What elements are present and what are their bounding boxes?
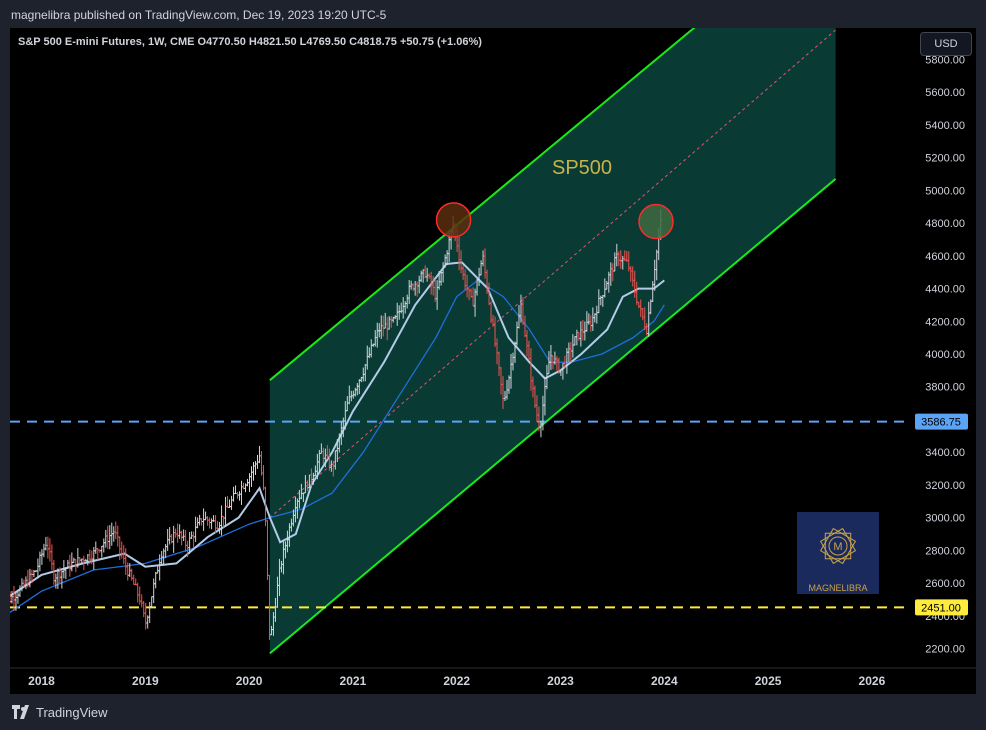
price-label-1: 2451.00 (921, 602, 961, 614)
channel-upper-line (269, 28, 696, 381)
price-label-0: 3586.75 (921, 417, 961, 429)
y-tick-label: 2200.00 (925, 644, 965, 656)
logo-background (797, 512, 879, 594)
y-tick-label: 2800.00 (925, 545, 965, 557)
candles (10, 209, 663, 640)
price-label-bg-1 (915, 599, 968, 616)
y-tick-label: 4600.00 (925, 251, 965, 263)
y-tick-label: 3000.00 (925, 513, 965, 525)
x-tick-label: 2023 (547, 674, 574, 688)
currency-button[interactable]: USD (920, 32, 972, 56)
chart-title: SP500 (552, 157, 612, 179)
x-tick-label: 2022 (443, 674, 470, 688)
moving-average-fast (10, 261, 665, 598)
y-tick-label: 4800.00 (925, 218, 965, 230)
symbol-info: S&P 500 E-mini Futures, 1W, CME O4770.50… (18, 36, 482, 48)
y-tick-label: 2600.00 (925, 578, 965, 590)
channel-midline (269, 29, 836, 518)
y-tick-label: 5600.00 (925, 87, 965, 99)
price-label-bg-0 (915, 413, 968, 430)
y-tick-label: 4400.00 (925, 284, 965, 296)
channel-fill (269, 28, 836, 654)
x-tick-label: 2020 (236, 674, 263, 688)
y-tick-label: 3200.00 (925, 480, 965, 492)
logo-monogram: M (833, 541, 842, 553)
publish-header: magnelibra published on TradingView.com,… (0, 0, 986, 28)
x-tick-label: 2019 (132, 674, 159, 688)
tradingview-logo-icon (12, 705, 29, 719)
footer-brand: TradingView (36, 704, 108, 720)
y-tick-label: 5800.00 (925, 55, 965, 67)
highlight-circle-1 (638, 203, 674, 240)
x-tick-label: 2018 (28, 674, 55, 688)
x-tick-label: 2021 (340, 674, 367, 688)
logo-star-square (819, 527, 857, 565)
y-tick-label: 5000.00 (925, 185, 965, 197)
highlight-circle-0 (435, 202, 472, 238)
y-tick-label: 3800.00 (925, 382, 965, 394)
logo-text: MAGNELIBRA (808, 583, 867, 593)
magnelibra-logo: M MAGNELIBRA (797, 512, 879, 594)
x-tick-label: 2026 (859, 674, 886, 688)
x-tick-label: 2025 (755, 674, 782, 688)
footer: TradingView (12, 702, 108, 722)
channel-lower-line (269, 178, 837, 655)
y-tick-label: 3400.00 (925, 447, 965, 459)
y-tick-label: 4000.00 (925, 349, 965, 361)
y-tick-label: 5400.00 (925, 120, 965, 132)
chart-panel[interactable]: SP500 M MAGNELIBRA 2200.00 2400.00 2600.00 28… (10, 28, 976, 694)
x-tick-label: 2024 (651, 674, 678, 688)
y-tick-label: 5200.00 (925, 153, 965, 165)
logo-inner-circle (828, 536, 848, 556)
y-tick-label: 4200.00 (925, 316, 965, 328)
published-line: magnelibra published on TradingView.com,… (11, 8, 387, 22)
moving-average-slow (10, 279, 665, 614)
